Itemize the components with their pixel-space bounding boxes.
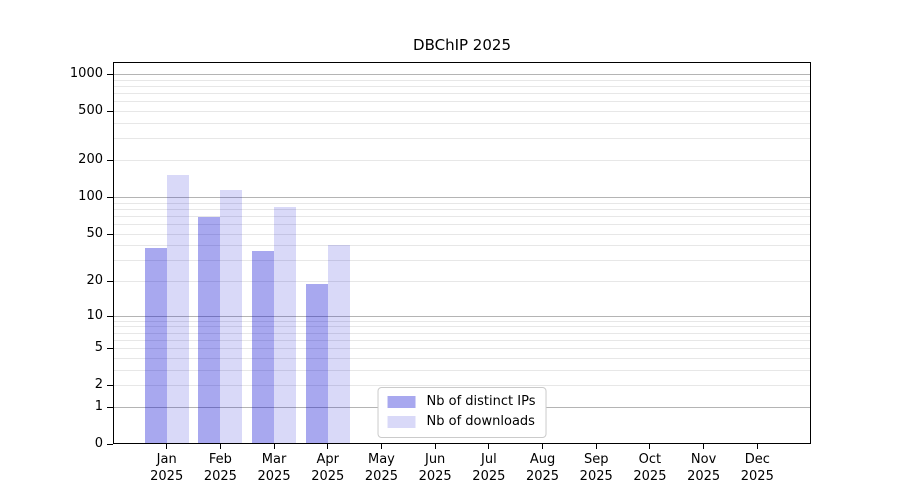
- y-tick-label-1: 1: [94, 398, 103, 414]
- bar-downloads-feb: [220, 189, 243, 444]
- legend-item-distinct-ips: Nb of distinct IPs: [387, 394, 536, 410]
- y-tick-50: [107, 233, 113, 235]
- gridline-minor-3: [113, 369, 811, 371]
- y-tick-200: [107, 160, 113, 162]
- legend-item-downloads: Nb of downloads: [387, 414, 536, 430]
- gridline-minor-500: [113, 111, 811, 113]
- y-tick-label-100: 100: [78, 188, 103, 204]
- bar-ips-jan: [144, 247, 167, 444]
- y-tick-1: [107, 406, 113, 408]
- y-tick-label-20: 20: [86, 273, 103, 288]
- y-tick-10: [107, 315, 113, 317]
- x-tick-jun: [434, 444, 436, 449]
- bar-ips-mar: [252, 250, 275, 444]
- x-tick-label-feb: Feb 2025: [203, 452, 237, 484]
- x-tick-apr: [327, 444, 329, 449]
- gridline-minor-30: [113, 260, 811, 262]
- x-tick-oct: [649, 444, 651, 449]
- bar-downloads-jan: [166, 175, 189, 444]
- x-tick-label-aug: Aug 2025: [525, 452, 560, 484]
- y-tick-100: [107, 196, 113, 198]
- x-tick-jan: [166, 444, 168, 449]
- bar-downloads-mar: [274, 206, 297, 444]
- gridline-major-1000: [113, 74, 811, 76]
- x-tick-dec: [756, 444, 758, 449]
- legend-label-downloads: Nb of downloads: [426, 414, 535, 429]
- y-tick-0: [107, 444, 113, 445]
- gridline-major-100: [113, 196, 811, 198]
- y-tick-label-0: 0: [94, 436, 103, 451]
- x-tick-label-sep: Sep 2025: [579, 452, 613, 484]
- y-tick-1000: [107, 74, 113, 76]
- x-tick-nov: [703, 444, 705, 449]
- y-tick-label-1000: 1000: [69, 66, 103, 82]
- gridline-minor-600: [113, 101, 811, 103]
- gridline-minor-2: [113, 385, 811, 387]
- y-tick-label-500: 500: [78, 103, 103, 119]
- gridline-minor-8: [113, 326, 811, 328]
- bar-ips-feb: [198, 217, 221, 444]
- legend: Nb of distinct IPs Nb of downloads: [377, 387, 547, 438]
- x-tick-label-may: May 2025: [364, 452, 398, 484]
- gridline-minor-300: [113, 138, 811, 140]
- chart-title: DBChIP 2025: [413, 36, 511, 54]
- gridline-minor-50: [113, 233, 811, 235]
- y-tick-label-2: 2: [94, 377, 103, 393]
- gridline-minor-9: [113, 320, 811, 322]
- gridline-minor-80: [113, 208, 811, 210]
- bar-downloads-apr: [327, 245, 350, 444]
- gridline-minor-800: [113, 86, 811, 88]
- bar-ips-apr: [305, 283, 328, 444]
- x-tick-label-oct: Oct 2025: [633, 452, 667, 484]
- x-tick-label-nov: Nov 2025: [687, 452, 721, 484]
- gridline-minor-70: [113, 215, 811, 217]
- x-tick-label-jul: Jul 2025: [472, 452, 506, 484]
- plot-area: Nb of distinct IPs Nb of downloads: [113, 62, 811, 444]
- x-tick-sep: [595, 444, 597, 449]
- legend-label-distinct-ips: Nb of distinct IPs: [426, 394, 536, 409]
- gridline-minor-90: [113, 202, 811, 204]
- y-tick-label-200: 200: [78, 152, 103, 168]
- x-tick-label-jan: Jan 2025: [150, 452, 184, 484]
- x-tick-label-dec: Dec 2025: [740, 452, 774, 484]
- x-tick-label-jun: Jun 2025: [418, 452, 452, 484]
- x-tick-feb: [219, 444, 221, 449]
- y-tick-500: [107, 111, 113, 113]
- x-tick-label-mar: Mar 2025: [257, 452, 291, 484]
- y-tick-2: [107, 385, 113, 387]
- y-tick-5: [107, 348, 113, 350]
- gridline-minor-400: [113, 123, 811, 125]
- gridline-minor-4: [113, 357, 811, 359]
- gridline-minor-900: [113, 79, 811, 81]
- x-tick-may: [380, 444, 382, 449]
- x-tick-jul: [488, 444, 490, 449]
- gridline-minor-7: [113, 332, 811, 334]
- x-tick-mar: [273, 444, 275, 449]
- gridline-minor-200: [113, 160, 811, 162]
- gridline-minor-20: [113, 281, 811, 282]
- gridline-minor-60: [113, 223, 811, 225]
- gridline-minor-700: [113, 93, 811, 95]
- gridline-major-10: [113, 315, 811, 317]
- y-tick-20: [107, 281, 113, 282]
- y-tick-label-50: 50: [86, 225, 103, 241]
- legend-swatch-distinct-ips: [387, 396, 416, 408]
- y-tick-label-10: 10: [86, 307, 103, 323]
- x-tick-aug: [542, 444, 544, 449]
- gridline-minor-40: [113, 245, 811, 247]
- y-tick-label-5: 5: [94, 340, 103, 356]
- legend-swatch-downloads: [387, 416, 416, 428]
- x-tick-label-apr: Apr 2025: [311, 452, 345, 484]
- gridline-minor-6: [113, 339, 811, 341]
- gridline-minor-5: [113, 348, 811, 350]
